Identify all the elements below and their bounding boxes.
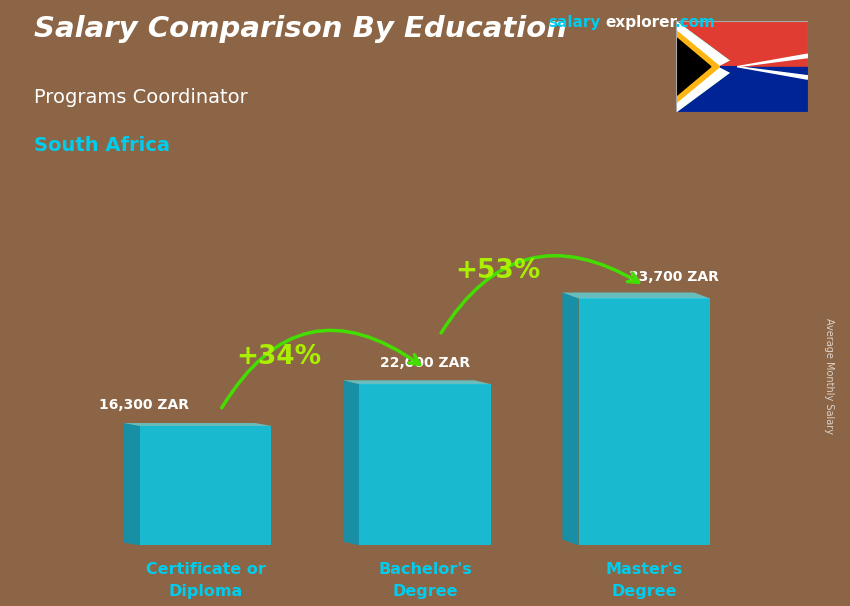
Polygon shape [676,67,737,112]
Polygon shape [343,381,490,384]
Polygon shape [140,426,271,545]
Polygon shape [737,67,808,79]
Polygon shape [720,67,807,112]
Polygon shape [676,21,737,67]
Polygon shape [676,37,711,96]
Polygon shape [676,67,720,103]
Text: 33,700 ZAR: 33,700 ZAR [629,270,718,284]
Polygon shape [720,21,807,67]
Text: South Africa: South Africa [34,136,170,155]
Text: 16,300 ZAR: 16,300 ZAR [99,398,189,411]
Text: salary: salary [548,15,601,30]
Polygon shape [360,384,490,545]
Text: .com: .com [675,15,716,30]
Polygon shape [343,381,360,545]
Polygon shape [676,21,737,112]
Polygon shape [676,67,807,112]
Polygon shape [124,423,140,545]
Polygon shape [579,298,710,545]
Polygon shape [124,423,271,426]
Text: +34%: +34% [236,344,321,370]
Text: Average Monthly Salary: Average Monthly Salary [824,318,834,434]
Polygon shape [563,293,710,298]
Text: explorer: explorer [605,15,677,30]
Polygon shape [676,21,807,67]
Polygon shape [737,54,808,67]
Polygon shape [676,30,720,67]
Text: Salary Comparison By Education: Salary Comparison By Education [34,15,567,43]
Text: Programs Coordinator: Programs Coordinator [34,88,247,107]
Text: 22,000 ZAR: 22,000 ZAR [380,356,470,370]
Text: +53%: +53% [456,258,541,284]
Polygon shape [563,293,579,545]
